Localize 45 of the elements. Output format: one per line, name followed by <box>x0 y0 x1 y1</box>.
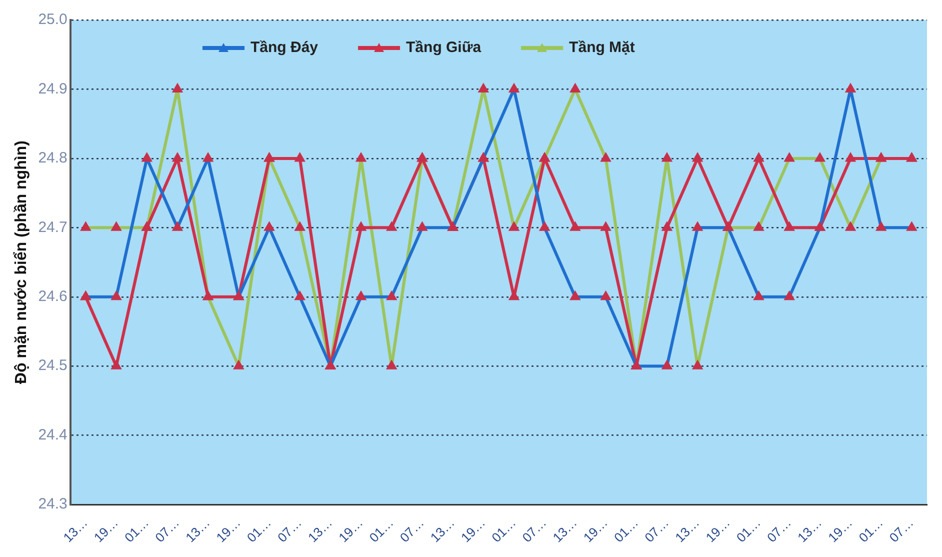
x-tick-label: 19… <box>702 515 733 546</box>
x-tick-label: 07… <box>519 515 550 546</box>
x-tick-label: 01… <box>366 515 396 546</box>
legend-label: Tầng Mặt <box>569 39 635 56</box>
y-tick-label: 24.5 <box>38 357 68 374</box>
y-tick-label: 24.7 <box>38 218 68 236</box>
x-tick-label: 19… <box>580 515 610 546</box>
y-tick-label: 25.0 <box>38 11 68 28</box>
point <box>295 153 304 162</box>
x-tick-label: 13… <box>427 515 458 546</box>
x-tick-label: 01… <box>610 515 642 546</box>
x-tick-label: 13… <box>672 515 702 546</box>
y-tick-label: 24.3 <box>38 496 68 513</box>
y-tick-label: 24.8 <box>38 150 68 167</box>
x-tick-label: 07… <box>274 515 304 546</box>
x-tick-label: 07… <box>764 515 794 546</box>
x-tick-label: 01… <box>856 515 886 546</box>
x-tick-label: 19… <box>336 515 366 546</box>
x-tick-label: 01… <box>122 515 152 546</box>
legend-label: Tầng Giữa <box>406 39 482 56</box>
x-tick-label: 07… <box>886 515 916 546</box>
legend-label: Tầng Đáy <box>250 39 319 56</box>
point <box>754 153 764 162</box>
point <box>846 153 856 162</box>
x-tick-label: 01… <box>733 515 764 546</box>
y-tick-label: 24.4 <box>38 426 68 444</box>
x-tick-label: 13… <box>305 515 336 546</box>
x-tick-label: 13… <box>550 515 580 546</box>
x-tick-label: 07… <box>396 515 427 546</box>
y-tick-label: 24.9 <box>38 80 68 98</box>
x-tick-label: 07… <box>152 515 182 546</box>
y-axis-title: Độ mặn nước biển (phần nghìn) <box>13 140 30 384</box>
x-tick-label: 13… <box>60 515 90 546</box>
x-tick-label: 13… <box>794 515 825 546</box>
point <box>509 292 519 300</box>
x-tick-label: 19… <box>458 515 488 546</box>
y-tick-label: 24.6 <box>38 288 68 306</box>
point <box>693 153 702 162</box>
x-tick-label: 19… <box>213 515 244 546</box>
x-tick-label: 07… <box>642 515 672 546</box>
x-tick-label: 01… <box>244 515 274 546</box>
x-tick-label: 19… <box>825 515 856 546</box>
x-tick-label: 01… <box>488 515 519 546</box>
x-tick-label: 13… <box>182 515 213 546</box>
x-tick-label: 19… <box>90 515 121 546</box>
